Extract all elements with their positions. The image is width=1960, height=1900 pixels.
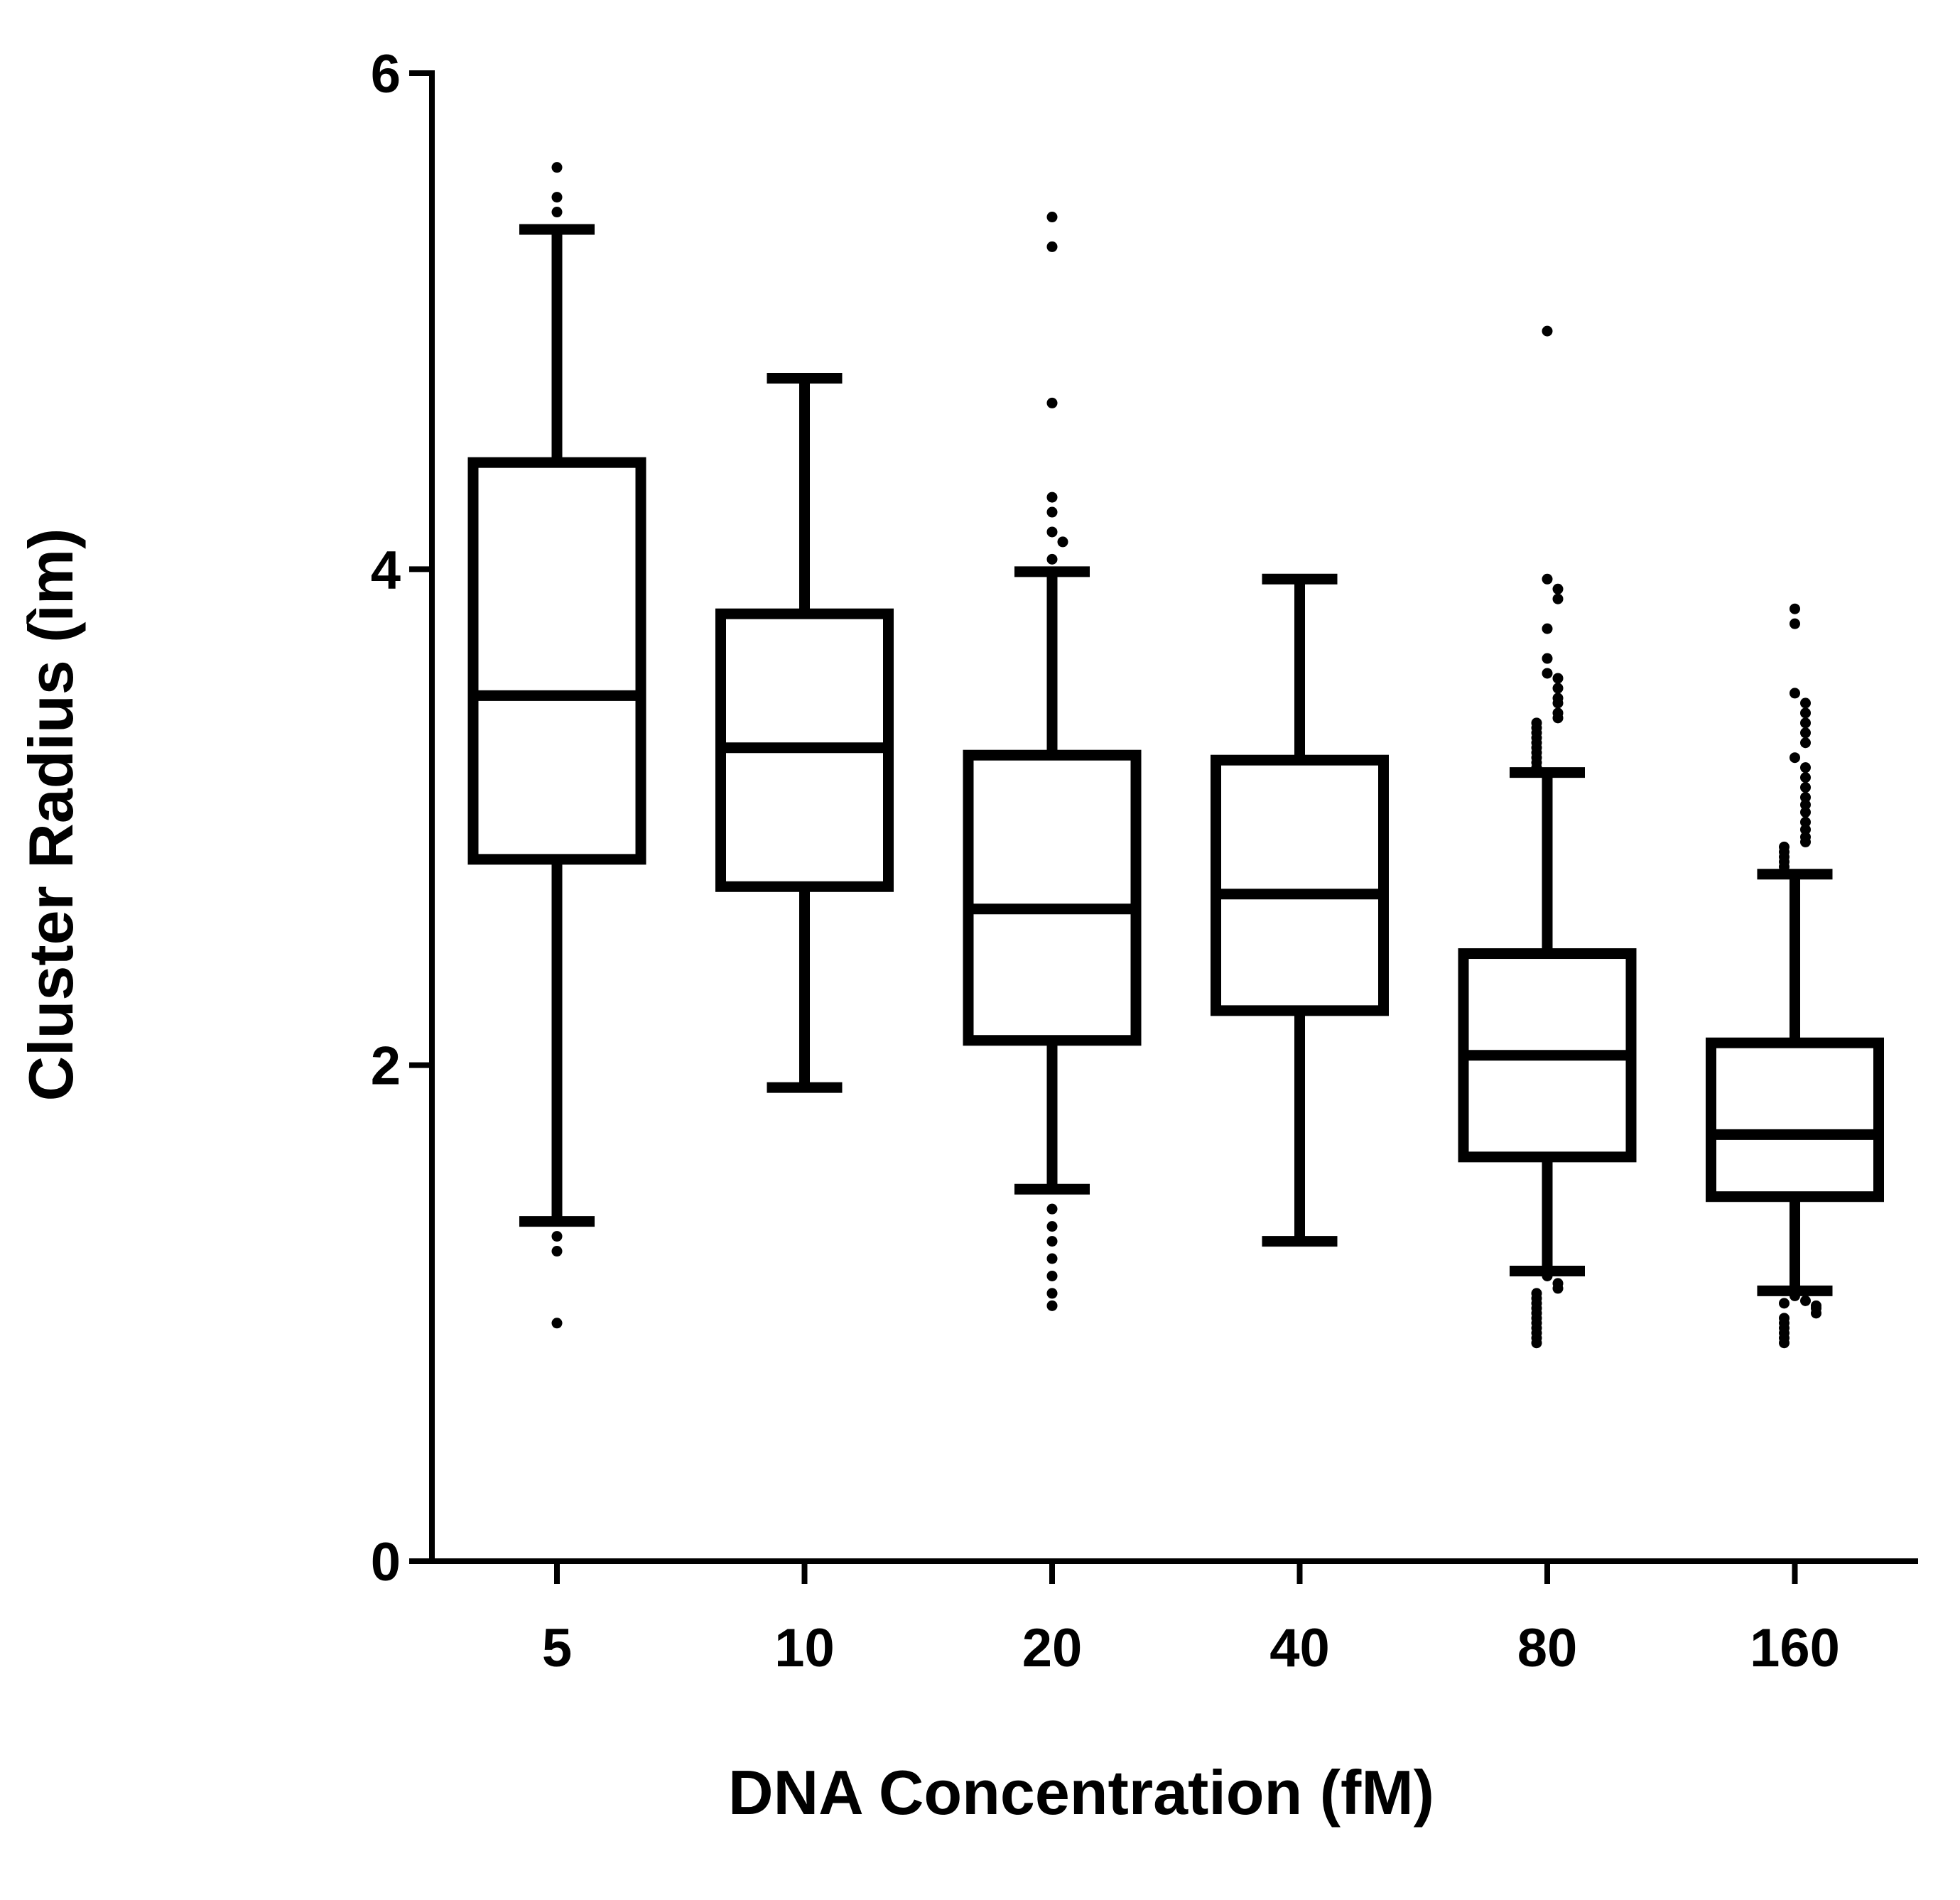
x-axis-title: DNA Concentration (fM): [728, 1757, 1434, 1828]
outlier-point: [1046, 212, 1058, 223]
y-tick-label: 6: [371, 44, 401, 104]
x-tick-label: 160: [1750, 1618, 1840, 1678]
box-5: [467, 162, 646, 1329]
outlier-point: [1779, 1298, 1790, 1309]
outlier-point: [1046, 241, 1058, 252]
outlier-point: [1542, 653, 1553, 664]
interquartile-box: [963, 749, 1142, 1046]
x-tick-label: 20: [1022, 1618, 1083, 1678]
outlier-point: [1790, 1290, 1800, 1301]
outlier-point: [1552, 583, 1564, 595]
outlier-point: [1800, 717, 1811, 729]
outlier-point: [1800, 772, 1811, 783]
outlier-point: [1790, 752, 1800, 764]
outlier-point: [551, 192, 563, 203]
outlier-point: [1800, 737, 1811, 749]
outlier-point: [1552, 1283, 1564, 1294]
outlier-point: [1552, 683, 1564, 694]
y-tick-label: 2: [371, 1036, 401, 1097]
x-tick-label: 5: [542, 1618, 572, 1678]
outlier-point: [1046, 1236, 1058, 1247]
outlier-point: [1542, 573, 1553, 585]
x-tick-label: 10: [774, 1618, 835, 1678]
outlier-point: [1800, 782, 1811, 793]
x-tick-label: 40: [1269, 1618, 1330, 1678]
box-10: [715, 372, 894, 1093]
outlier-point: [1542, 668, 1553, 679]
box-20: [963, 212, 1142, 1311]
outlier-point: [551, 1231, 563, 1242]
box-160: [1706, 603, 1884, 1349]
outlier-point: [1800, 792, 1811, 803]
outlier-point: [1531, 762, 1542, 773]
outlier-point: [1046, 1270, 1058, 1281]
outlier-point: [1046, 1203, 1058, 1215]
outlier-point: [1046, 506, 1058, 518]
outlier-point: [551, 1318, 563, 1329]
outlier-point: [1552, 697, 1564, 709]
outlier-point: [1800, 727, 1811, 739]
outlier-point: [1800, 697, 1811, 709]
outlier-point: [1057, 536, 1068, 548]
outlier-point: [1531, 1337, 1542, 1349]
outlier-point: [1046, 492, 1058, 503]
outlier-point: [1790, 618, 1800, 629]
outlier-point: [1790, 603, 1800, 614]
box-80: [1458, 325, 1637, 1349]
box-series: [467, 162, 1884, 1349]
outlier-point: [1800, 816, 1811, 827]
outlier-point: [1800, 762, 1811, 773]
outlier-point: [1542, 1270, 1553, 1281]
outlier-point: [1800, 707, 1811, 719]
interquartile-box: [1706, 1037, 1884, 1203]
outlier-point: [1046, 553, 1058, 565]
outlier-point: [1046, 526, 1058, 538]
outlier-point: [1542, 325, 1553, 337]
outlier-point: [1542, 623, 1553, 634]
box-40: [1211, 573, 1389, 1247]
y-axis-title: Cluster Radius (ìm): [16, 528, 86, 1102]
x-tick-label: 80: [1517, 1618, 1578, 1678]
y-tick-label: 0: [371, 1532, 401, 1592]
outlier-point: [1811, 1308, 1821, 1319]
outlier-point: [1046, 1300, 1058, 1311]
outlier-point: [1552, 673, 1564, 684]
outlier-point: [1552, 712, 1564, 724]
outlier-point: [551, 207, 563, 218]
outlier-point: [1800, 807, 1811, 818]
outlier-point: [1790, 688, 1800, 699]
outlier-point: [1046, 1221, 1058, 1232]
outlier-point: [1552, 593, 1564, 604]
y-axis: 0 2 4 6: [371, 44, 435, 1592]
outlier-point: [1046, 397, 1058, 408]
outlier-point: [1046, 1288, 1058, 1299]
interquartile-box: [467, 457, 646, 865]
x-axis: 5 10 20 40 80 160: [429, 1558, 1918, 1678]
y-tick-label: 4: [371, 540, 401, 600]
outlier-point: [551, 162, 563, 173]
outlier-point: [1800, 799, 1811, 810]
interquartile-box: [1211, 754, 1389, 1016]
outlier-point: [1046, 1253, 1058, 1264]
outlier-point: [1779, 861, 1790, 872]
outlier-point: [1800, 1295, 1811, 1306]
outlier-point: [551, 1246, 563, 1257]
outlier-point: [1800, 836, 1811, 847]
outlier-point: [1779, 1337, 1790, 1349]
outlier-point: [1800, 824, 1811, 835]
